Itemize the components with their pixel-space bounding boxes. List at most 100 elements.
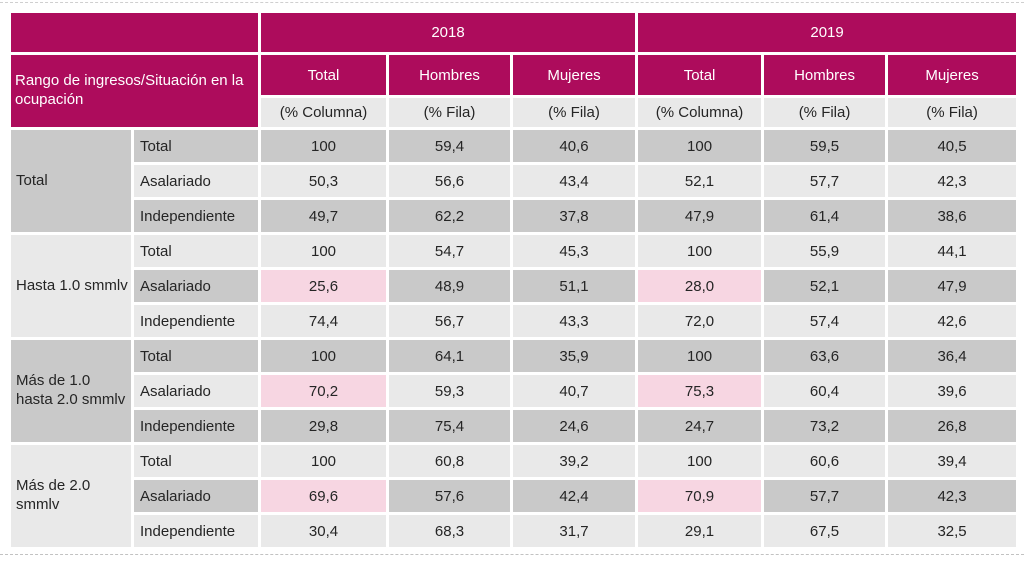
column-subheader: (% Fila) [761,95,889,130]
column-header-total-2018: Total [258,52,389,98]
highlighted-data-cell: 70,2 [258,372,389,410]
column-subheader: (% Fila) [386,95,513,130]
year-header-2019: 2019 [635,10,1020,55]
column-subheader: (% Fila) [509,95,639,130]
group-label-mas-2: Más de 2.0 smmlv [8,442,134,550]
column-header-mujeres-2019: Mujeres [885,52,1020,98]
data-cell: 100 [635,232,765,270]
highlighted-data-cell: 70,9 [635,477,765,515]
data-cell: 24,7 [635,407,765,445]
data-cell: 29,1 [635,512,765,550]
data-cell: 60,8 [386,442,513,480]
column-subheader: (% Columna) [635,95,765,130]
data-cell: 31,7 [509,512,639,550]
data-cell: 51,1 [509,267,639,305]
data-cell: 54,7 [386,232,513,270]
income-occupation-table: 2018 2019 Rango de ingresos/Situación en… [8,10,1020,550]
data-cell: 100 [258,232,389,270]
data-cell: 47,9 [885,267,1020,305]
data-cell: 56,6 [386,162,513,200]
data-cell: 59,3 [386,372,513,410]
data-cell: 42,3 [885,162,1020,200]
data-cell: 61,4 [761,197,889,235]
data-cell: 100 [635,442,765,480]
group-label-total: Total [8,127,134,235]
row-label: Independiente [131,407,261,445]
row-label: Total [131,127,261,165]
data-cell: 43,4 [509,162,639,200]
page-boundary-bottom [0,554,1024,555]
data-cell: 72,0 [635,302,765,340]
data-cell: 73,2 [761,407,889,445]
column-header-hombres-2019: Hombres [761,52,889,98]
year-header-2018: 2018 [257,10,639,55]
row-label: Asalariado [131,267,261,305]
row-label: Total [131,232,261,270]
data-cell: 57,4 [761,302,889,340]
data-cell: 48,9 [386,267,513,305]
data-cell: 38,6 [885,197,1020,235]
data-cell: 42,6 [885,302,1020,340]
data-cell: 42,4 [509,477,639,515]
data-cell: 63,6 [761,337,889,375]
data-cell: 55,9 [761,232,889,270]
data-cell: 74,4 [258,302,389,340]
data-cell: 39,6 [885,372,1020,410]
group-label-mas-1-hasta-2: Más de 1.0 hasta 2.0 smmlv [8,337,134,445]
data-cell: 56,7 [386,302,513,340]
data-cell: 36,4 [885,337,1020,375]
data-cell: 39,4 [885,442,1020,480]
row-label: Independiente [131,197,261,235]
data-cell: 64,1 [386,337,513,375]
data-cell: 37,8 [509,197,639,235]
data-cell: 52,1 [635,162,765,200]
group-label-hasta-1: Hasta 1.0 smmlv [8,232,134,340]
data-cell: 50,3 [258,162,389,200]
data-cell: 100 [258,442,389,480]
data-cell: 100 [258,127,389,165]
data-cell: 43,3 [509,302,639,340]
data-cell: 67,5 [761,512,889,550]
column-header-mujeres-2018: Mujeres [509,52,639,98]
row-label: Asalariado [131,372,261,410]
highlighted-data-cell: 25,6 [258,267,389,305]
column-subheader: (% Fila) [885,95,1020,130]
data-cell: 29,8 [258,407,389,445]
page-boundary-top [0,2,1024,3]
data-cell: 68,3 [386,512,513,550]
data-cell: 35,9 [509,337,639,375]
data-cell: 52,1 [761,267,889,305]
data-cell: 57,7 [761,162,889,200]
data-cell: 40,7 [509,372,639,410]
data-cell: 100 [258,337,389,375]
data-cell: 49,7 [258,197,389,235]
data-cell: 24,6 [509,407,639,445]
data-cell: 100 [635,127,765,165]
data-cell: 59,4 [386,127,513,165]
data-cell: 42,3 [885,477,1020,515]
row-label: Independiente [131,512,261,550]
data-cell: 60,6 [761,442,889,480]
data-cell: 44,1 [885,232,1020,270]
data-cell: 62,2 [386,197,513,235]
corner-empty-cell [8,10,261,55]
row-label: Asalariado [131,477,261,515]
highlighted-data-cell: 75,3 [635,372,765,410]
data-cell: 100 [635,337,765,375]
data-cell: 57,7 [761,477,889,515]
data-cell: 40,5 [885,127,1020,165]
row-header-title: Rango de ingresos/Situación en la ocupac… [8,52,261,130]
row-label: Asalariado [131,162,261,200]
data-cell: 39,2 [509,442,639,480]
data-cell: 60,4 [761,372,889,410]
data-cell: 59,5 [761,127,889,165]
row-label: Total [131,337,261,375]
column-header-total-2019: Total [635,52,765,98]
column-header-hombres-2018: Hombres [386,52,513,98]
data-cell: 57,6 [386,477,513,515]
data-cell: 26,8 [885,407,1020,445]
data-cell: 45,3 [509,232,639,270]
data-cell: 47,9 [635,197,765,235]
row-label: Total [131,442,261,480]
row-label: Independiente [131,302,261,340]
